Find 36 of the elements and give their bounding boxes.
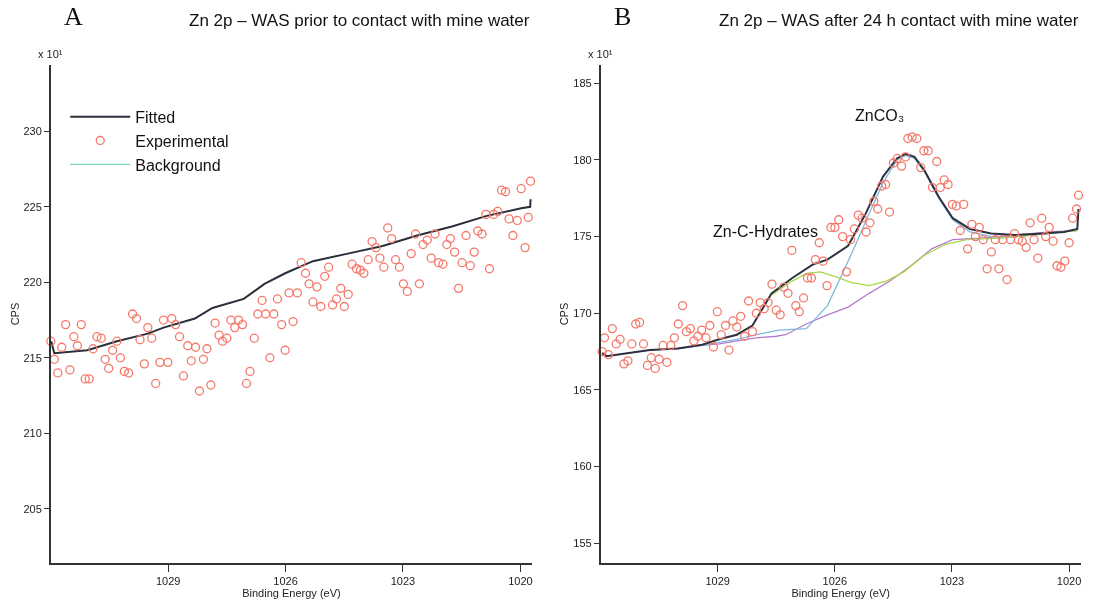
series-label: ZnCO₃ (855, 107, 905, 124)
y-tick-label: 225 (23, 200, 42, 213)
chart-title: Zn 2p – WAS prior to contact with mine water (189, 11, 530, 30)
text: A (64, 2, 83, 31)
text: x 10¹ (38, 48, 63, 60)
chart-title: Zn 2p – WAS after 24 h contact with mine water (719, 11, 1079, 30)
y-axis-title: CPS (8, 302, 21, 326)
y-tick-label: 170 (573, 307, 592, 320)
y-tick-label: 155 (573, 537, 592, 550)
text: x 10¹ (588, 48, 613, 60)
x-tick-label: 1026 (273, 575, 298, 588)
y-tick-label: 205 (23, 502, 42, 515)
y-axis-title: CPS (558, 302, 571, 326)
y-tick-label: 160 (573, 460, 592, 473)
x-tick-label: 1029 (155, 575, 181, 588)
y-tick-label: 175 (573, 230, 592, 243)
x-tick-label: 1029 (705, 575, 730, 588)
legend-label: Experimental (135, 132, 229, 150)
y-tick-label: 220 (23, 276, 42, 289)
y-tick-label: 185 (573, 77, 592, 90)
series-label: Zn-C-Hydrates (713, 223, 818, 240)
x-axis-title: Binding Energy (eV) (242, 587, 341, 600)
x-tick-label: 1020 (1056, 575, 1082, 588)
x-axis-title: Binding Energy (eV) (791, 587, 890, 600)
y-tick-label: 165 (573, 383, 592, 396)
y-tick-label: 180 (573, 153, 592, 166)
text: B (614, 2, 632, 31)
legend-label: Fitted (135, 108, 176, 126)
x-tick-label: 1023 (939, 575, 965, 588)
legend-label: Background (135, 156, 221, 174)
y-tick-label: 210 (23, 427, 42, 440)
x-tick-label: 1023 (390, 575, 416, 588)
y-tick-label: 230 (23, 125, 42, 138)
x-tick-label: 1026 (822, 575, 848, 588)
x-tick-label: 1020 (508, 575, 533, 588)
y-tick-label: 215 (23, 351, 42, 364)
